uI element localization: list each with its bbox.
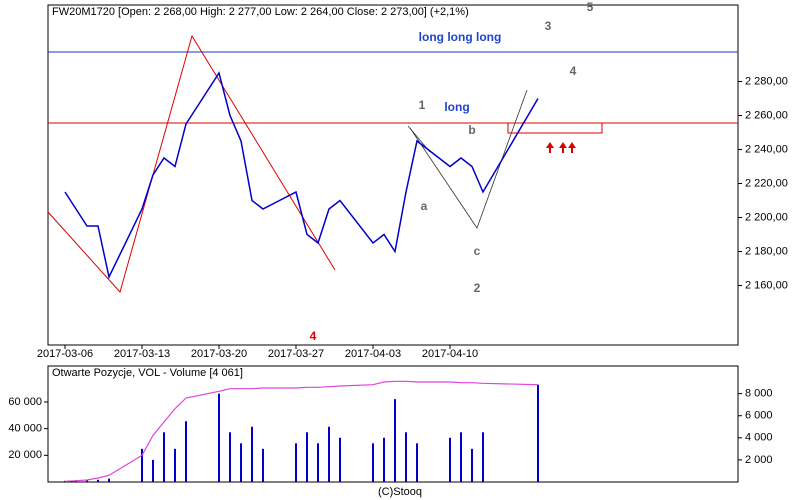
y-tick-label: 2 160,00 bbox=[745, 279, 788, 291]
trend-line bbox=[409, 89, 528, 229]
open-interest-line bbox=[64, 380, 539, 482]
y-tick-label: 2 280,00 bbox=[745, 75, 788, 87]
volume-bar bbox=[383, 437, 385, 482]
trend-line bbox=[47, 34, 336, 294]
volume-bar bbox=[339, 437, 341, 482]
annotation: b bbox=[468, 123, 475, 137]
volume-bar bbox=[482, 432, 484, 482]
annotation: long long long bbox=[419, 30, 502, 44]
volume-bar bbox=[97, 479, 99, 482]
volume-title: Otwarte Pozycje, VOL - Volume [4 061] bbox=[52, 367, 243, 379]
target-box bbox=[507, 122, 603, 134]
x-tick-label: 2017-03-20 bbox=[191, 348, 247, 360]
y-tick-label: 20 000 bbox=[8, 449, 42, 461]
y-tick-label: 2 240,00 bbox=[745, 143, 788, 155]
y-tick-label: 2 180,00 bbox=[745, 245, 788, 257]
x-tick-label: 2017-03-06 bbox=[37, 348, 93, 360]
annotation: 5 bbox=[587, 0, 594, 14]
volume-bar bbox=[251, 426, 253, 482]
annotation: long bbox=[444, 100, 469, 114]
volume-bar bbox=[394, 399, 396, 482]
volume-bar bbox=[64, 480, 66, 482]
annotation: 2 bbox=[474, 281, 481, 295]
volume-bar bbox=[460, 432, 462, 482]
volume-bar bbox=[229, 432, 231, 482]
x-tick-label: 2017-03-13 bbox=[114, 348, 170, 360]
y-tick-label: 2 260,00 bbox=[745, 109, 788, 121]
volume-bar bbox=[537, 384, 539, 482]
x-tick-label: 2017-04-03 bbox=[345, 348, 401, 360]
y2-tick-label: 4 000 bbox=[745, 432, 773, 444]
volume-bar bbox=[108, 478, 110, 482]
volume-bar bbox=[174, 448, 176, 482]
y-tick-label: 40 000 bbox=[8, 423, 42, 435]
volume-bar bbox=[141, 448, 143, 482]
chart-title: FW20M1720 [Open: 2 268,00 High: 2 277,00… bbox=[52, 6, 469, 18]
y-tick-label: 2 220,00 bbox=[745, 177, 788, 189]
volume-bar bbox=[405, 432, 407, 482]
arrows bbox=[546, 142, 576, 153]
volume-bar bbox=[185, 421, 187, 482]
annotation: 1 bbox=[419, 98, 426, 112]
volume-bar bbox=[372, 443, 374, 482]
volume-bar bbox=[218, 393, 220, 482]
footer: (C)Stooq bbox=[378, 486, 422, 498]
volume-bar bbox=[416, 443, 418, 482]
volume-bar bbox=[328, 426, 330, 482]
volume-bar bbox=[449, 437, 451, 482]
y2-tick-label: 8 000 bbox=[745, 388, 773, 400]
volume-bar bbox=[240, 443, 242, 482]
volume-bar bbox=[317, 443, 319, 482]
volume-bar bbox=[163, 432, 165, 482]
volume-bar bbox=[306, 432, 308, 482]
annotation: c bbox=[474, 244, 481, 258]
annotation: a bbox=[421, 199, 428, 213]
volume-bar bbox=[75, 480, 77, 482]
x-tick-label: 2017-03-27 bbox=[268, 348, 324, 360]
price-frame bbox=[47, 4, 739, 346]
y-tick-label: 2 200,00 bbox=[745, 211, 788, 223]
volume-bar bbox=[86, 480, 88, 482]
y-tick-label: 60 000 bbox=[8, 396, 42, 408]
volume-frame bbox=[47, 365, 739, 483]
volume-bar bbox=[295, 443, 297, 482]
volume-bar bbox=[471, 448, 473, 482]
annotation: 4 bbox=[310, 329, 317, 343]
y2-tick-label: 2 000 bbox=[745, 454, 773, 466]
annotation: 4 bbox=[570, 64, 577, 78]
y2-tick-label: 6 000 bbox=[745, 410, 773, 422]
annotation: 3 bbox=[545, 19, 552, 33]
volume-bar bbox=[262, 448, 264, 482]
volume-bar bbox=[152, 459, 154, 482]
x-tick-label: 2017-04-10 bbox=[422, 348, 478, 360]
price-line bbox=[64, 71, 539, 280]
